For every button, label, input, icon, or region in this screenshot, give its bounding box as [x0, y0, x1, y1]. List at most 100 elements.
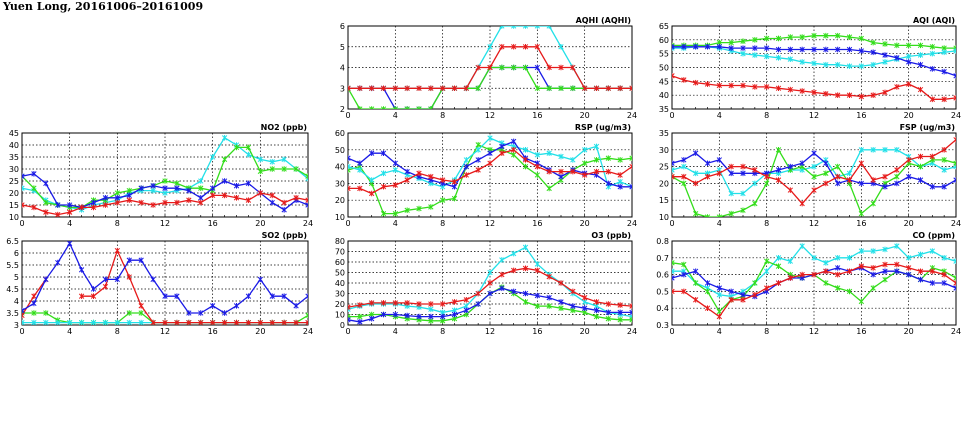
data-point [716, 313, 722, 320]
data-point [451, 195, 458, 202]
series-red [348, 43, 632, 92]
data-point [269, 166, 275, 172]
data-point [90, 204, 97, 211]
data-point [672, 73, 675, 79]
y-tick-label: 20 [335, 196, 345, 205]
data-point [475, 157, 481, 163]
data-point [605, 155, 611, 161]
data-point [162, 190, 168, 196]
x-tick-label: 4 [717, 327, 722, 336]
data-point [716, 82, 722, 89]
data-point [953, 258, 956, 264]
x-tick-label: 4 [67, 327, 72, 336]
x-tick-label: 0 [669, 327, 674, 336]
data-point [114, 319, 120, 325]
data-point [357, 319, 363, 325]
data-point [906, 271, 912, 278]
data-point [941, 147, 947, 153]
data-point [582, 294, 588, 301]
data-point [114, 247, 120, 254]
data-point [823, 160, 829, 167]
data-point [463, 172, 469, 178]
data-point [693, 268, 699, 275]
x-tick-label: 0 [345, 327, 350, 336]
data-point [511, 147, 517, 153]
data-point [558, 299, 564, 305]
data-point [511, 43, 517, 50]
data-point [428, 85, 434, 92]
data-point [31, 185, 37, 191]
data-point [534, 85, 540, 92]
data-point [846, 255, 853, 261]
data-point [941, 49, 947, 56]
y-tick-label: 25 [9, 177, 19, 186]
data-point [522, 290, 529, 297]
y-tick-label: 0 [340, 321, 345, 330]
data-point [629, 183, 632, 190]
data-point [787, 275, 793, 281]
chart-title: NO2 (ppb) [261, 123, 307, 132]
data-point [546, 85, 552, 92]
data-point [511, 64, 517, 71]
data-point [357, 160, 363, 167]
data-point [210, 319, 216, 325]
series-red [348, 265, 632, 310]
data-point [22, 185, 25, 191]
x-tick-label: 8 [764, 219, 769, 228]
x-tick-label: 12 [485, 111, 495, 120]
data-point [348, 85, 351, 92]
data-point [392, 182, 398, 188]
data-point [740, 163, 746, 170]
data-point [522, 299, 529, 305]
data-point [605, 315, 611, 322]
data-point [929, 153, 935, 160]
chart-title: CO (ppm) [912, 231, 955, 240]
data-point [198, 199, 204, 206]
x-tick-label: 8 [115, 327, 120, 336]
data-point [858, 210, 864, 217]
data-point [775, 167, 782, 173]
data-point [894, 55, 900, 61]
data-point [162, 178, 168, 184]
data-point [210, 303, 216, 309]
chart-title: SO2 (ppb) [262, 231, 307, 240]
data-point [102, 202, 109, 208]
data-point [150, 319, 156, 325]
data-point [906, 173, 912, 180]
data-point [882, 41, 888, 47]
data-point [126, 187, 132, 194]
data-point [43, 319, 49, 325]
data-point [126, 192, 132, 199]
data-point [681, 157, 687, 163]
x-tick-label: 4 [67, 219, 72, 228]
data-point [858, 298, 864, 305]
data-point [693, 280, 699, 286]
data-point [593, 168, 600, 175]
data-point [245, 151, 252, 158]
data-point [693, 210, 699, 217]
data-point [22, 202, 25, 208]
data-point [693, 297, 699, 303]
data-point [716, 308, 722, 315]
data-point [162, 293, 168, 299]
x-tick-label: 0 [19, 219, 24, 228]
data-point [775, 46, 782, 53]
data-point [740, 45, 746, 51]
data-point [22, 319, 25, 325]
data-point [534, 64, 540, 71]
data-point [823, 280, 829, 286]
data-point [348, 316, 351, 323]
data-point [348, 304, 351, 310]
data-point [546, 294, 552, 301]
data-point [102, 283, 109, 290]
data-point [43, 199, 49, 206]
x-tick-label: 16 [856, 327, 866, 336]
y-tick-label: 60 [335, 258, 345, 267]
data-point [593, 157, 600, 163]
x-tick-label: 4 [717, 111, 722, 120]
series-blue [22, 241, 308, 316]
data-point [67, 209, 73, 215]
data-point [593, 313, 600, 320]
data-point [90, 293, 97, 299]
data-point [43, 310, 49, 316]
